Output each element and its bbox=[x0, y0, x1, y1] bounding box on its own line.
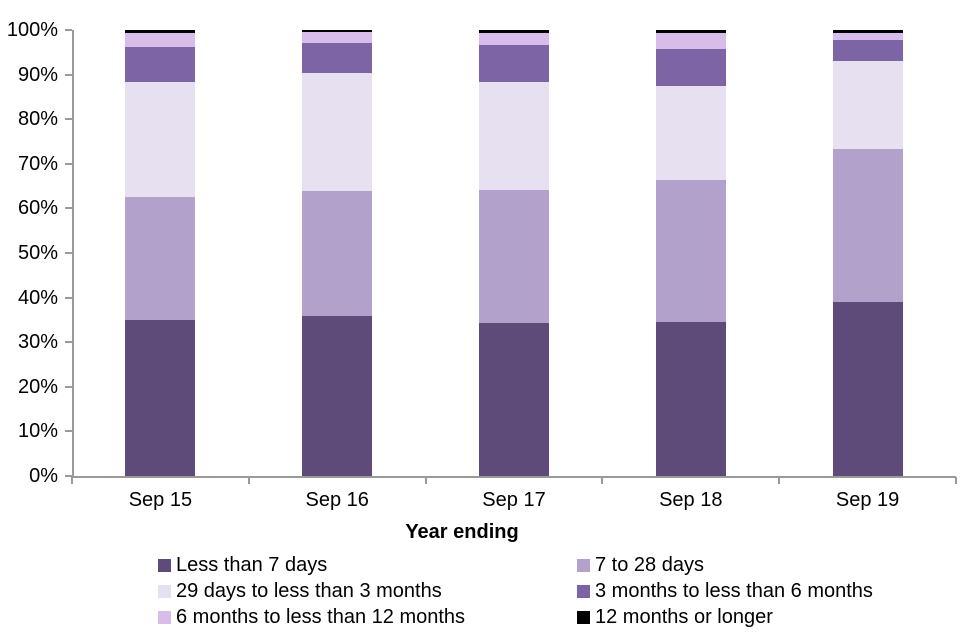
y-axis-tick-mark bbox=[65, 207, 72, 210]
y-axis-tick-mark bbox=[65, 296, 72, 299]
x-axis-tick-mark bbox=[601, 477, 604, 484]
y-axis-tick-label: 30% bbox=[17, 331, 58, 354]
x-axis-tick-mark bbox=[247, 477, 250, 484]
legend-label: 29 days to less than 3 months bbox=[176, 580, 442, 602]
x-axis-tick-label: Sep 15 bbox=[128, 489, 193, 511]
x-axis-tick-label: Sep 18 bbox=[659, 489, 723, 511]
bar-segment bbox=[655, 321, 726, 476]
x-axis-line bbox=[72, 476, 956, 478]
y-axis-tick-mark bbox=[65, 430, 72, 433]
y-axis-tick-mark bbox=[65, 385, 72, 388]
bar-segment bbox=[302, 30, 373, 33]
y-axis-tick-label: 0% bbox=[29, 465, 58, 487]
legend-item: Less than 7 days bbox=[158, 554, 577, 576]
x-axis-tick-mark bbox=[778, 477, 781, 484]
y-axis-tick-label: 50% bbox=[17, 242, 58, 264]
legend-label: 12 months or longer bbox=[595, 606, 773, 628]
bar-segment bbox=[479, 323, 549, 476]
bar-segment bbox=[479, 81, 549, 190]
bar-segment bbox=[655, 30, 726, 34]
legend-item: 3 months to less than 6 months bbox=[577, 580, 873, 602]
x-axis-tick-mark bbox=[955, 477, 957, 484]
plot-area bbox=[72, 30, 956, 476]
bar-segment bbox=[655, 49, 726, 86]
bar-sep-16 bbox=[302, 30, 373, 476]
bar-segment bbox=[125, 197, 196, 320]
bar-segment bbox=[302, 42, 373, 74]
legend-swatch-icon bbox=[158, 610, 171, 624]
bar-segment bbox=[125, 82, 196, 198]
bar-segment bbox=[125, 33, 196, 47]
bar-segment bbox=[125, 30, 196, 34]
bar-segment bbox=[302, 32, 373, 43]
bar-segment bbox=[125, 46, 196, 83]
y-axis-tick-mark bbox=[65, 475, 72, 477]
y-axis-tick-mark bbox=[65, 341, 72, 344]
bar-segment bbox=[832, 32, 903, 40]
legend-swatch-icon bbox=[158, 584, 171, 598]
legend-label: 6 months to less than 12 months bbox=[176, 606, 466, 628]
legend-label: 3 months to less than 6 months bbox=[595, 580, 873, 602]
bar-segment bbox=[125, 319, 196, 476]
x-axis-tick-mark bbox=[424, 477, 427, 484]
bar-sep-15 bbox=[125, 30, 196, 476]
bar-sep-17 bbox=[479, 30, 549, 476]
legend: Less than 7 days 7 to 28 days 29 days to l… bbox=[158, 552, 873, 630]
legend-swatch-icon bbox=[158, 558, 171, 572]
bar-segment bbox=[832, 302, 903, 476]
y-axis-tick-label: 10% bbox=[17, 420, 58, 443]
y-axis-tick-label: 20% bbox=[17, 375, 58, 398]
bar-segment bbox=[655, 33, 726, 50]
x-axis-tick-label: Sep 17 bbox=[482, 489, 546, 511]
y-axis-tick-mark bbox=[65, 118, 72, 121]
legend-swatch-icon bbox=[577, 610, 590, 624]
legend-swatch-icon bbox=[577, 558, 590, 572]
bar-segment bbox=[832, 39, 903, 61]
legend-label: 7 to 28 days bbox=[595, 554, 704, 576]
y-axis-tick-label: 80% bbox=[17, 108, 58, 131]
bar-segment bbox=[832, 149, 903, 303]
legend-swatch-icon bbox=[577, 584, 590, 598]
y-axis-tick-mark bbox=[65, 162, 72, 165]
legend-item: 7 to 28 days bbox=[577, 554, 873, 576]
bar-segment bbox=[302, 315, 373, 476]
y-axis-tick-label: 70% bbox=[17, 152, 58, 175]
bar-segment bbox=[302, 191, 373, 316]
y-axis-tick-mark bbox=[65, 73, 72, 76]
y-axis-tick-label: 90% bbox=[17, 63, 58, 86]
y-axis-tick-label: 100% bbox=[6, 19, 58, 41]
bar-segment bbox=[479, 45, 549, 82]
legend-item: 29 days to less than 3 months bbox=[158, 580, 577, 602]
legend-label: Less than 7 days bbox=[176, 554, 328, 576]
bar-segment bbox=[479, 32, 549, 46]
bar-segment bbox=[302, 73, 373, 192]
legend-item: 6 months to less than 12 months bbox=[158, 606, 577, 628]
y-axis-tick-label: 40% bbox=[17, 286, 58, 309]
y-axis-tick-label: 60% bbox=[17, 197, 58, 220]
bar-sep-18 bbox=[655, 30, 726, 476]
bar-segment bbox=[479, 189, 549, 324]
x-axis-tick-label: Sep 19 bbox=[835, 489, 900, 511]
x-axis-tick-label: Sep 16 bbox=[305, 489, 369, 511]
bar-segment bbox=[655, 85, 726, 180]
x-axis-tick-mark bbox=[71, 477, 73, 484]
y-axis-tick-mark bbox=[65, 29, 72, 31]
bar-segment bbox=[655, 179, 726, 322]
y-axis-line bbox=[72, 30, 74, 477]
bar-segment bbox=[832, 60, 903, 150]
legend-item: 12 months or longer bbox=[577, 606, 873, 628]
x-axis-title: Year ending bbox=[405, 521, 519, 543]
y-axis-tick-mark bbox=[65, 252, 72, 254]
bar-segment bbox=[832, 30, 903, 33]
bar-segment bbox=[479, 30, 549, 33]
bar-sep-19 bbox=[832, 30, 903, 476]
